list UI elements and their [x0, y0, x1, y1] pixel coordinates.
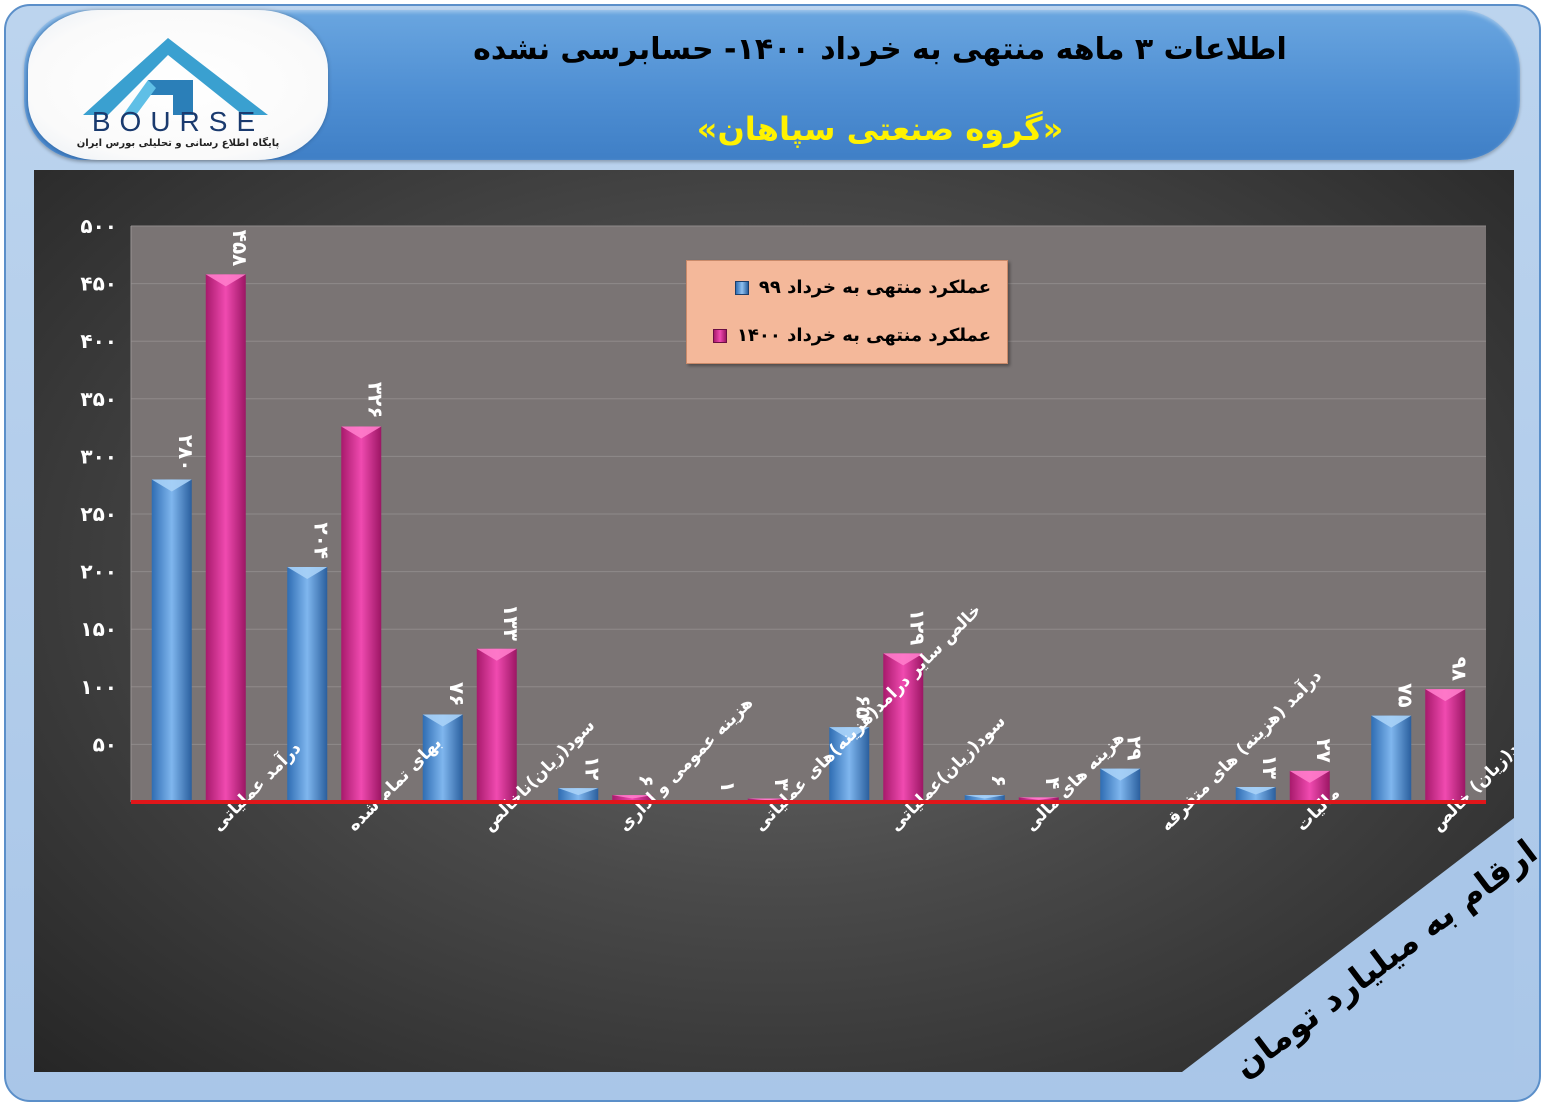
y-tick-label: ۳۰۰	[80, 444, 117, 468]
bar-99	[287, 566, 328, 802]
y-tick-label: ۱۵۰	[80, 617, 117, 641]
legend-label-1400: عملکرد منتهی به خرداد ۱۴۰۰	[736, 325, 991, 346]
data-label: ۲۹	[1122, 736, 1146, 760]
data-label: ۲۸۰	[174, 435, 198, 472]
bar-cap	[964, 795, 1005, 799]
bar-1400	[612, 795, 653, 802]
bar-cap	[883, 653, 924, 666]
bar-body	[422, 714, 463, 802]
bar-1400	[341, 426, 382, 802]
bar-body	[287, 566, 328, 802]
legend-label-99: عملکرد منتهی به خرداد ۹۹	[758, 277, 991, 298]
bar-1400	[1425, 689, 1466, 802]
logo-stroke-shape	[123, 80, 156, 115]
bar-body	[1018, 797, 1059, 802]
legend-item-99: عملکرد منتهی به خرداد ۹۹	[734, 277, 991, 298]
data-label: ۴	[1041, 777, 1065, 789]
data-label: ۴۵۸	[228, 230, 252, 267]
y-tick-label: ۵۰۰	[80, 214, 117, 238]
data-label: ۶۵	[851, 695, 875, 719]
data-label: ۶	[634, 775, 658, 787]
bar-1400	[1289, 770, 1330, 802]
bar-99	[964, 795, 1005, 802]
bar-cap	[287, 566, 328, 579]
data-label: ۱۳	[1258, 755, 1282, 779]
bar-body	[883, 653, 924, 802]
bar-cap	[747, 798, 788, 801]
data-label: ۳	[770, 778, 794, 790]
y-tick-label: ۲۵۰	[80, 502, 117, 526]
logo-figure-shape	[148, 80, 193, 115]
bar-1400	[883, 653, 924, 802]
y-tick-label: ۱۰۰	[80, 675, 117, 699]
data-label: ۱	[716, 781, 740, 793]
bar-cap	[205, 274, 246, 287]
y-tick-label: ۴۰۰	[80, 329, 117, 353]
bar-cap	[1371, 715, 1412, 728]
data-label: ۱۲۹	[905, 609, 929, 646]
bar-cap	[829, 727, 870, 740]
logo-graphic	[83, 38, 268, 115]
y-tick-label: ۲۰۰	[80, 560, 117, 584]
page-subtitle: «گروه صنعتی سپاهان»	[696, 110, 1064, 148]
data-label: ۱۲	[580, 756, 604, 780]
data-label: ۷۵	[1393, 683, 1417, 707]
y-tick-label: ۴۵۰	[80, 272, 117, 296]
data-label: ۹۸	[1447, 657, 1471, 681]
bar-99	[1235, 787, 1276, 802]
bar-body	[341, 426, 382, 802]
bar-cap	[1235, 787, 1276, 795]
data-label: ۷۶	[445, 682, 469, 706]
chart-area: ۲۸۰ ۴۵۸ درآمد عملیاتی ۲۰۴ ۳۲۶ بهای تمام شده ۷۶…	[34, 170, 1514, 1072]
bar-cap	[1100, 768, 1141, 781]
bar-cap	[612, 795, 653, 799]
bar-1400	[1018, 797, 1059, 802]
bar-cap	[1018, 797, 1059, 800]
legend: عملکرد منتهی به خرداد ۹۹ عملکرد منتهی به…	[686, 260, 1008, 364]
bar-cap	[1425, 689, 1466, 702]
bar-cap	[341, 426, 382, 439]
data-label: ۳۲۶	[363, 382, 387, 419]
bar-99	[1100, 768, 1141, 802]
bar-body	[151, 479, 192, 802]
bar-cap	[1289, 770, 1330, 783]
bar-99	[422, 714, 463, 802]
bar-body	[1371, 715, 1412, 802]
bar-body	[205, 274, 246, 802]
data-label: ۲۷	[1312, 738, 1336, 762]
bar-1400	[476, 648, 517, 802]
bar-99	[1371, 715, 1412, 802]
bar-cap	[422, 714, 463, 727]
bar-cap	[151, 479, 192, 492]
data-label: ۲۰۴	[309, 522, 333, 559]
bar-cap	[476, 648, 517, 661]
bar-1400	[205, 274, 246, 802]
bar-body	[829, 727, 870, 802]
y-tick-label: ۵۰	[93, 732, 117, 756]
bar-body	[476, 648, 517, 802]
logo-roof-shape	[83, 38, 268, 115]
logo-brand-text: BOURSE	[91, 106, 265, 137]
legend-swatch-pink-icon	[712, 328, 727, 343]
legend-swatch-blue-icon	[734, 280, 749, 295]
logo-tagline: پایگاه اطلاع رسانی و تحلیلی بورس ایران	[76, 138, 280, 149]
bar-99	[151, 479, 192, 802]
bar-body	[1425, 689, 1466, 802]
y-tick-label: ۳۵۰	[80, 387, 117, 411]
bar-cap	[558, 788, 599, 796]
bar-99	[558, 788, 599, 802]
page-title: اطلاعات ۳ ماهه منتهی به خرداد ۱۴۰۰- حساب…	[473, 32, 1287, 67]
legend-item-1400: عملکرد منتهی به خرداد ۱۴۰۰	[712, 325, 991, 346]
bar-99	[829, 727, 870, 802]
logo: BOURSE پایگاه اطلاع رسانی و تحلیلی بورس …	[28, 10, 328, 160]
data-label: ۱۳۳	[499, 604, 523, 641]
data-label: ۶	[987, 775, 1011, 787]
